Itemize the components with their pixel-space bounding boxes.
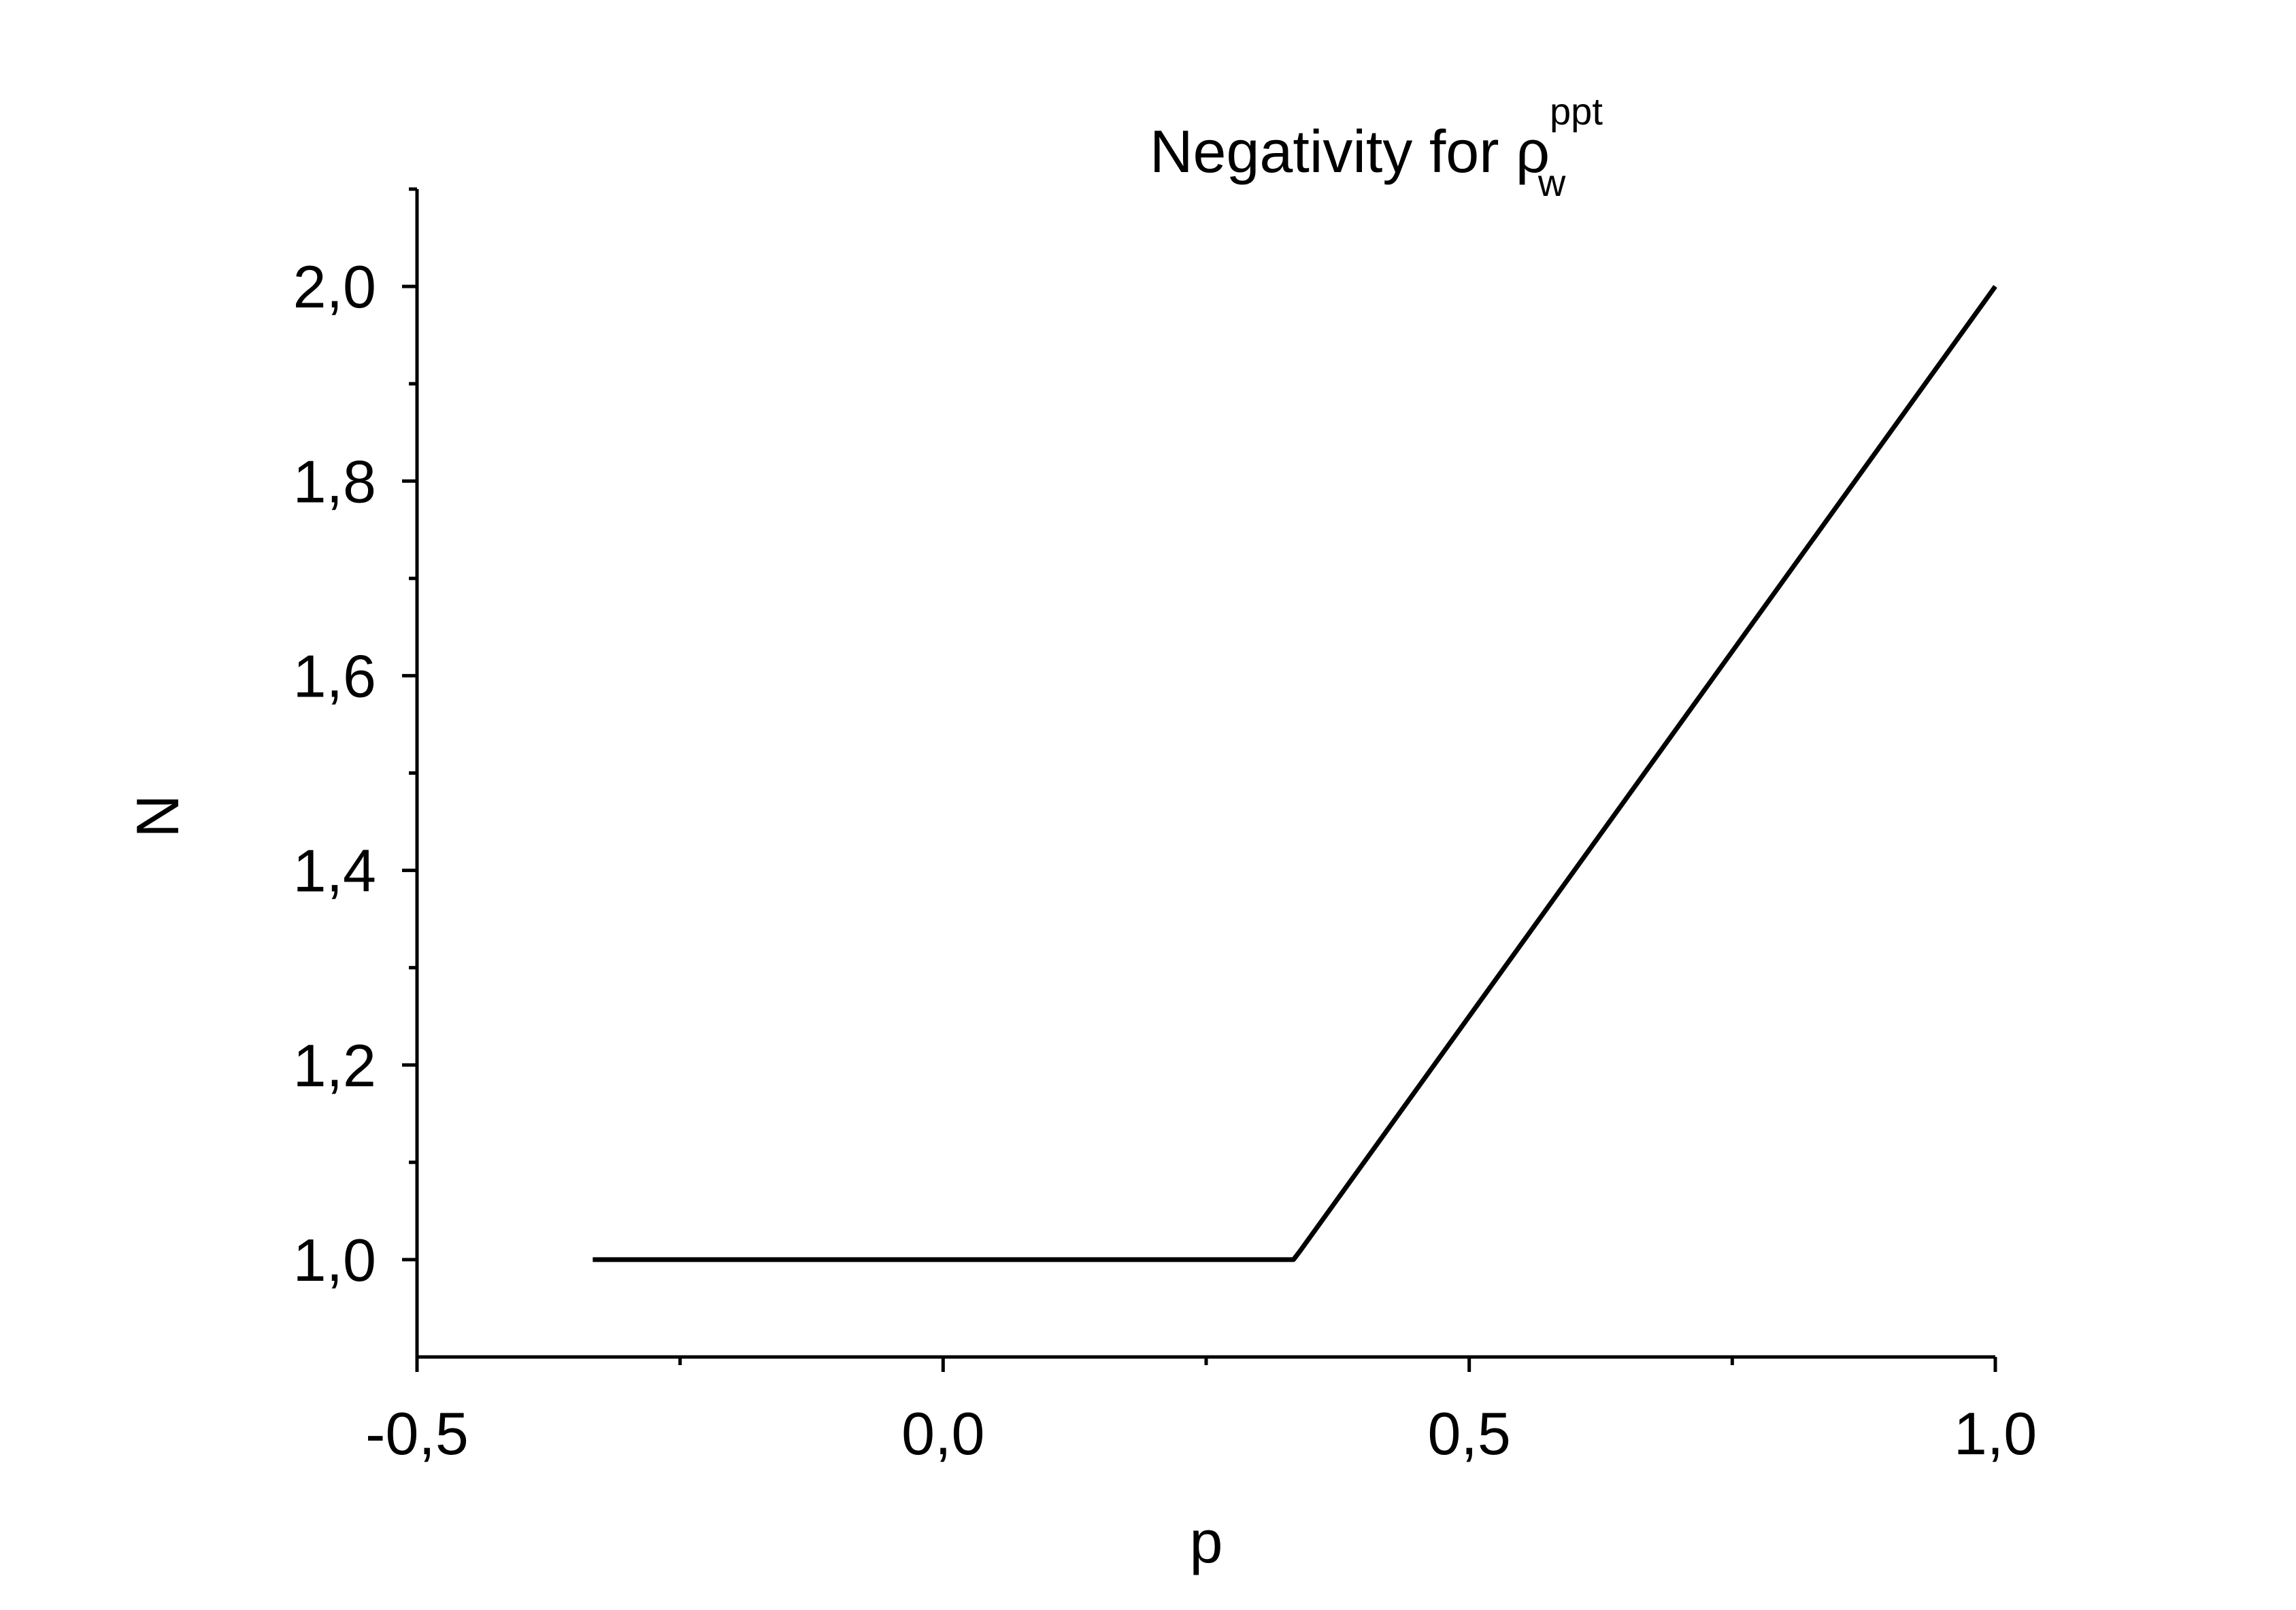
chart-title-superscript: ppt <box>1550 90 1603 133</box>
series-line <box>593 285 1997 1262</box>
y-axis-title: N <box>124 794 191 838</box>
tick-labels: -0,5 0,0 0,5 1,0 1,0 1,2 1,4 1,6 1,8 2,0 <box>293 253 2037 1467</box>
y-tick-label: 1,0 <box>293 1226 376 1294</box>
x-tick-label: 0,0 <box>901 1400 984 1467</box>
chart-title-symbol: ρ <box>1516 118 1550 185</box>
y-tick-label: 2,0 <box>293 253 376 320</box>
y-tick-label: 1,2 <box>293 1032 376 1099</box>
x-axis-title: p <box>1190 1508 1223 1575</box>
x-tick-label: 0,5 <box>1427 1400 1510 1467</box>
x-tick-label: -0,5 <box>365 1400 469 1467</box>
chart-title-main: Negativity for <box>1150 118 1516 185</box>
series-group <box>593 285 1997 1262</box>
y-tick-label: 1,6 <box>293 642 376 709</box>
x-tick-label: 1,0 <box>1954 1400 2037 1467</box>
chart-title-subscript: w <box>1537 161 1566 204</box>
y-tick-label: 1,8 <box>293 448 376 515</box>
y-tick-label: 1,4 <box>293 837 376 905</box>
chart-title: Negativity for ρppt w <box>1150 90 1603 204</box>
ticks <box>402 187 1997 1372</box>
